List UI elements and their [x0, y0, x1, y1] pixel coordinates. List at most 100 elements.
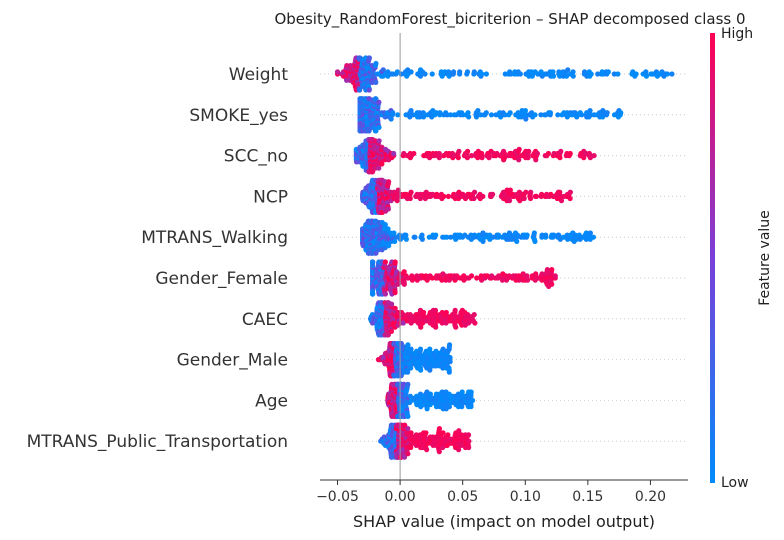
shap-point — [544, 267, 550, 273]
shap-point — [433, 232, 439, 238]
shap-point — [423, 189, 429, 195]
shap-point — [507, 110, 513, 116]
shap-point — [471, 69, 477, 75]
shap-point — [558, 148, 564, 154]
shap-point — [401, 269, 407, 275]
shap-point — [437, 110, 443, 116]
shap-point — [579, 112, 585, 118]
shap-point — [507, 187, 513, 193]
shap-point — [465, 148, 471, 154]
shap-point — [525, 155, 531, 161]
shap-point — [376, 138, 382, 144]
shap-point — [450, 69, 457, 75]
shap-point — [396, 232, 403, 238]
shap-point — [436, 155, 442, 161]
shap-point — [664, 71, 670, 77]
shap-point — [587, 153, 594, 159]
shap-point — [418, 324, 424, 330]
shap-point — [486, 155, 492, 161]
shap-point — [466, 444, 472, 451]
shap-point — [526, 148, 532, 154]
shap-point — [405, 426, 411, 432]
shap-point — [405, 342, 411, 348]
feature-label: SCC_no — [224, 147, 288, 167]
shap-point — [533, 193, 540, 199]
feature-label: MTRANS_Walking — [141, 228, 288, 248]
shap-point — [466, 438, 472, 444]
shap-point — [382, 291, 389, 297]
x-tick-label: 0.20 — [635, 489, 666, 505]
x-tick-label: 0.10 — [510, 489, 541, 505]
shap-point — [429, 275, 435, 281]
shap-point — [528, 189, 534, 195]
shap-point — [403, 236, 409, 242]
shap-point — [514, 238, 520, 244]
shap-point — [545, 150, 552, 157]
shap-point — [633, 71, 639, 77]
shap-point — [366, 87, 372, 93]
shap-point — [517, 71, 523, 77]
shap-point — [452, 307, 458, 313]
feature-label: MTRANS_Public_Transportation — [27, 432, 288, 452]
shap-point — [429, 71, 435, 77]
shap-point — [523, 116, 529, 122]
shap-point — [392, 290, 398, 296]
x-tick-label: 0.05 — [447, 489, 478, 505]
shap-point — [480, 193, 486, 199]
shap-point — [408, 69, 414, 75]
shap-point — [386, 243, 392, 249]
shap-point — [483, 110, 489, 116]
shap-point — [380, 67, 386, 73]
shap-point — [445, 69, 452, 75]
shap-point — [447, 112, 454, 118]
shap-point — [605, 69, 611, 75]
shap-point — [420, 114, 427, 120]
shap-point — [521, 195, 527, 202]
shap-point — [551, 232, 557, 238]
shap-point — [591, 153, 597, 159]
shap-point — [388, 301, 395, 307]
shap-point — [524, 232, 530, 238]
shap-point — [471, 189, 478, 195]
shap-point — [468, 153, 475, 159]
shap-point — [392, 259, 398, 265]
shap-point — [448, 436, 454, 442]
feature-label: Weight — [229, 65, 289, 85]
shap-point — [385, 226, 391, 232]
shap-point — [379, 161, 385, 167]
shap-point — [422, 71, 428, 77]
shap-point — [401, 454, 408, 460]
shap-point — [563, 73, 570, 79]
shap-point — [468, 273, 475, 279]
shap-point — [424, 406, 430, 412]
x-tick-label: 0.00 — [385, 489, 416, 505]
shap-point — [443, 309, 449, 316]
shap-point — [556, 232, 562, 238]
shap-point — [376, 124, 382, 130]
shap-point — [445, 193, 451, 199]
shap-point — [419, 232, 425, 238]
shap-point — [587, 108, 593, 114]
shap-point — [508, 71, 514, 77]
shap-point — [386, 179, 392, 185]
shap-point — [588, 71, 594, 77]
shap-point — [412, 234, 418, 240]
shap-point — [468, 389, 474, 395]
shap-point — [471, 195, 477, 202]
shap-point — [479, 155, 485, 161]
shap-point — [587, 230, 593, 236]
shap-point — [465, 110, 471, 116]
shap-point — [550, 73, 557, 79]
shap-point — [392, 238, 398, 244]
colorbar-label: Feature value — [757, 210, 773, 306]
shap-point — [618, 110, 624, 116]
shap-point — [456, 447, 462, 453]
shap-point — [402, 422, 408, 428]
shap-point — [549, 267, 555, 273]
shap-point — [448, 234, 454, 240]
shap-point — [445, 432, 451, 438]
shap-point — [557, 189, 563, 195]
shap-point — [373, 79, 379, 85]
